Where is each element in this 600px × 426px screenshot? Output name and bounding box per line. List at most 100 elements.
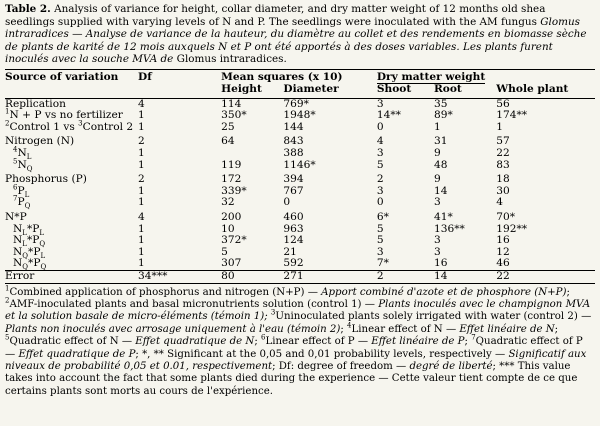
row-height: 172 bbox=[221, 173, 242, 186]
row-height: 350* bbox=[221, 109, 247, 122]
row-source: 5NQ bbox=[13, 157, 33, 173]
row-source: 4NL bbox=[13, 145, 32, 162]
row-whole-plant: 56 bbox=[496, 97, 510, 110]
row-height: 339* bbox=[221, 184, 247, 197]
row-df: 1 bbox=[138, 184, 145, 197]
header-source: Source of variation bbox=[5, 70, 119, 83]
row-shoot: 5 bbox=[376, 158, 384, 171]
row-diameter: 124 bbox=[283, 234, 304, 247]
row-diameter: 767 bbox=[283, 184, 304, 197]
row-shoot: 0 bbox=[376, 196, 384, 209]
row-whole-plant: 192** bbox=[496, 222, 528, 235]
row-height: 25 bbox=[221, 120, 235, 133]
table-body: Replication 4 114 769* 3 35 56 1N + P vs no fer… bbox=[5, 98, 595, 284]
header-mean-squares: Mean squares (x 10) bbox=[221, 70, 343, 83]
row-df: 1 bbox=[138, 234, 145, 247]
table-row: Phosphorus (P) 2 172 394 2 9 18 bbox=[5, 171, 595, 186]
row-height: 10 bbox=[221, 222, 235, 235]
header-df: Df bbox=[138, 70, 152, 83]
row-height: 119 bbox=[221, 158, 242, 171]
row-root: 35 bbox=[433, 97, 448, 110]
row-shoot: 0 bbox=[376, 120, 384, 133]
table-row: Replication 4 114 769* 3 35 56 bbox=[5, 98, 595, 110]
row-root: 3 bbox=[433, 234, 441, 247]
row-source: NQ*PL bbox=[13, 245, 46, 260]
row-whole-plant: 16 bbox=[496, 234, 510, 247]
row-root: 31 bbox=[433, 135, 448, 148]
row-diameter: 271 bbox=[283, 270, 304, 282]
row-diameter: 843 bbox=[283, 135, 304, 148]
row-whole-plant: 22 bbox=[496, 147, 510, 160]
row-diameter: 1146* bbox=[283, 158, 316, 171]
row-shoot: 5 bbox=[376, 234, 384, 247]
row-diameter: 388 bbox=[283, 147, 304, 160]
row-source: Replication bbox=[5, 97, 66, 110]
row-df: 1 bbox=[138, 245, 145, 258]
row-source: NQ*PQ bbox=[13, 257, 47, 272]
row-source: Error bbox=[5, 270, 35, 282]
row-shoot: 5 bbox=[376, 222, 384, 235]
table-row: 7PQ 1 32 0 0 3 4 bbox=[5, 195, 595, 210]
header-root: Root bbox=[433, 83, 462, 96]
row-whole-plant: 22 bbox=[496, 270, 510, 282]
row-diameter: 144 bbox=[283, 120, 304, 133]
header-height: Height bbox=[221, 83, 262, 96]
row-height bbox=[221, 148, 283, 160]
row-diameter: 592 bbox=[283, 257, 304, 270]
row-shoot: 4 bbox=[376, 135, 384, 148]
row-diameter: 394 bbox=[283, 173, 304, 186]
row-df: 1 bbox=[138, 257, 145, 270]
row-shoot: 7* bbox=[376, 257, 389, 270]
row-df: 2 bbox=[138, 173, 145, 186]
row-whole-plant: 30 bbox=[496, 184, 510, 197]
header-row-1: Source of variation Df Mean squares (x 1… bbox=[5, 69, 595, 84]
row-root: 3 bbox=[433, 245, 441, 258]
header-shoot: Shoot bbox=[376, 83, 412, 96]
row-df: 1 bbox=[138, 147, 145, 160]
row-root: 14 bbox=[433, 184, 448, 197]
row-whole-plant: 1 bbox=[496, 120, 504, 133]
table-row: NQ*PL 1 5 21 3 3 12 bbox=[5, 245, 595, 260]
row-df: 4 bbox=[138, 211, 145, 224]
caption-label: Table 2. bbox=[5, 3, 51, 15]
row-source: Nitrogen (N) bbox=[5, 135, 75, 148]
row-shoot: 3 bbox=[376, 245, 384, 258]
row-shoot: 2 bbox=[376, 173, 384, 186]
table-row: Error 34*** 80 271 2 14 22 bbox=[5, 270, 595, 284]
row-source: 1N + P vs no fertilizer bbox=[5, 107, 123, 122]
table-footnotes: 1Combined application of phosphorus and … bbox=[5, 284, 592, 397]
row-whole-plant: 57 bbox=[496, 135, 510, 148]
row-diameter: 21 bbox=[283, 245, 297, 258]
table-row: NL*PL 1 10 963 5 136** 192** bbox=[5, 222, 595, 236]
row-df: 2 bbox=[138, 135, 145, 148]
caption-text-fr: Analyse de variance de la hauteur, du di… bbox=[5, 28, 587, 65]
caption-text-en: Analysis of variance for height, collar … bbox=[5, 3, 546, 28]
header-diameter: Diameter bbox=[283, 83, 339, 96]
row-source: Phosphorus (P) bbox=[5, 173, 87, 186]
row-height: 5 bbox=[221, 245, 228, 258]
caption-species: Glomus intraradices bbox=[5, 15, 580, 41]
row-root: 89* bbox=[433, 109, 453, 122]
row-diameter: 460 bbox=[283, 211, 304, 224]
caption-sep: — bbox=[68, 28, 86, 40]
row-diameter: 769* bbox=[283, 97, 309, 110]
row-height: 32 bbox=[221, 196, 235, 209]
caption-species-fr: Glomus intraradices. bbox=[176, 53, 287, 65]
row-height: 114 bbox=[221, 97, 242, 110]
row-shoot: 2 bbox=[376, 270, 384, 282]
row-shoot: 3 bbox=[376, 184, 384, 197]
row-source: N*P bbox=[5, 211, 27, 224]
row-height: 200 bbox=[221, 211, 242, 224]
row-df: 34*** bbox=[138, 270, 168, 282]
row-root: 41* bbox=[433, 211, 453, 224]
row-shoot: 6* bbox=[376, 211, 389, 224]
row-df: 4 bbox=[138, 97, 145, 110]
row-root: 9 bbox=[433, 147, 441, 160]
header-row-2: Height Diameter Shoot Root Whole plant bbox=[5, 83, 595, 98]
row-df: 1 bbox=[138, 109, 145, 122]
row-df: 1 bbox=[138, 120, 145, 133]
header-dry-matter: Dry matter weight bbox=[376, 70, 486, 84]
row-root: 3 bbox=[433, 196, 441, 209]
anova-table: Source of variation Df Mean squares (x 1… bbox=[5, 69, 595, 284]
